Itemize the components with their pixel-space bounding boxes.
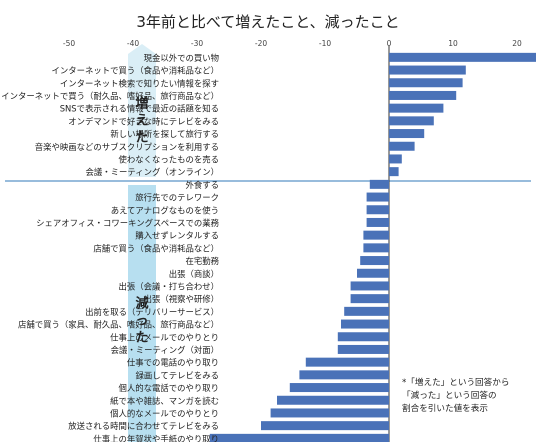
category-label: SNSで表示される情報で最近の話題を知る — [60, 104, 219, 114]
increase-group-label-char: 増 — [135, 96, 148, 112]
category-label: 旅行先でのテレワーク — [135, 193, 219, 203]
bar-increase — [389, 90, 457, 100]
category-label: 現金以外での買い物 — [144, 53, 219, 63]
increase-group-panel — [128, 44, 156, 177]
bar-decrease — [366, 205, 389, 215]
x-tick-label: 20 — [512, 39, 522, 48]
bar-increase — [389, 52, 536, 62]
bar-increase — [389, 141, 415, 151]
x-tick-label: -20 — [255, 39, 267, 48]
bar-increase — [389, 129, 425, 139]
category-label: 店舗で買う（食品や消耗品など） — [93, 243, 219, 253]
category-label: 使わなくなったものを売る — [119, 154, 220, 164]
category-label: 外食する — [186, 180, 220, 190]
category-label: 出張（商談） — [169, 269, 219, 279]
bar-decrease — [209, 433, 389, 443]
bar-increase — [389, 65, 466, 75]
category-label: 放送される時間に合わせてテレビをみる — [68, 421, 219, 431]
category-label: 購入せずレンタルする — [135, 231, 219, 241]
bar-decrease — [357, 268, 389, 278]
category-label: 新しい場所を探して旅行する — [110, 129, 219, 139]
category-label: 録画してテレビをみる — [136, 370, 220, 380]
x-tick-label: -10 — [319, 39, 331, 48]
decrease-group-label: 減った — [135, 296, 148, 346]
bar-increase — [389, 167, 399, 177]
increase-group-label: 増えた — [135, 96, 148, 146]
bar-increase — [389, 103, 444, 113]
bar-decrease — [305, 357, 389, 367]
category-label: インターネット検索で知りたい情報を探す — [60, 78, 219, 88]
category-label: 仕事上のメールでのやりとり — [110, 332, 219, 342]
bar-decrease — [369, 179, 389, 189]
category-label: 個人的なメールでのやりとり — [110, 408, 219, 418]
category-label: 出張（会議・打ち合わせ） — [119, 281, 220, 291]
x-tick-label: -50 — [63, 39, 75, 48]
x-tick-label: -30 — [191, 39, 203, 48]
category-label: 出張（視察や研修） — [144, 294, 219, 304]
chart-title: 3年前と比べて増えたこと、減ったこと — [136, 13, 399, 31]
bar-increase — [389, 116, 434, 126]
bar-decrease — [261, 421, 389, 431]
bar-decrease — [289, 383, 389, 393]
category-label: 仕事上の年賀状や手紙のやり取り — [93, 434, 219, 442]
increase-group-label-char: え — [135, 114, 148, 129]
x-tick-label: -40 — [127, 39, 139, 48]
category-label: 個人的な電話でのやり取り — [119, 383, 220, 393]
category-label: 在宅勤務 — [186, 256, 220, 266]
bar-decrease — [350, 294, 389, 304]
bar-decrease — [350, 281, 389, 291]
bar-decrease — [277, 395, 389, 405]
category-label: 店舗で買う（家具、耐久品、嗜好品、旅行商品など） — [18, 320, 219, 330]
category-label: オンデマンドで好きな時にテレビをみる — [68, 116, 219, 126]
category-label: 仕事での電話のやり取り — [127, 358, 219, 368]
category-label: 音楽や映画などのサブスクリプションを利用する — [35, 142, 219, 152]
category-label: 出前を取る（デリバリーサービス） — [85, 307, 219, 317]
bar-decrease — [344, 306, 389, 316]
x-tick-label: 0 — [387, 39, 392, 48]
x-tick-label: 10 — [448, 39, 458, 48]
bar-decrease — [366, 217, 389, 227]
decrease-group-label-char: 減 — [135, 296, 148, 312]
bar-decrease — [363, 243, 389, 253]
category-label: インターネットで買う（耐久品、嗜好品、旅行商品など） — [1, 91, 219, 101]
footnote-line: 割合を引いた値を表示 — [402, 402, 488, 414]
category-label: あえてアナログなものを使う — [111, 205, 219, 215]
bar-increase — [389, 154, 402, 164]
bar-increase — [389, 78, 463, 88]
category-label: 紙で本や雑誌、マンガを読む — [110, 396, 219, 406]
bar-decrease — [270, 408, 389, 418]
decrease-group-label-char: た — [135, 331, 148, 346]
bar-decrease — [337, 344, 389, 354]
footnote-line: 「減った」という回答の — [402, 389, 497, 401]
category-label: インターネットで買う（食品や消耗品など） — [52, 66, 220, 76]
category-label: シェアオフィス・コワーキングスペースでの業務 — [36, 218, 219, 228]
bar-decrease — [366, 192, 389, 202]
increase-group-label-char: た — [135, 131, 148, 146]
decrease-group-panel — [128, 185, 156, 446]
decrease-group-label-char: っ — [135, 314, 148, 329]
bar-decrease — [360, 256, 389, 266]
bar-decrease — [363, 230, 389, 240]
bar-decrease — [341, 319, 389, 329]
category-label: 会議・ミーティング（対面） — [111, 345, 219, 355]
bar-decrease — [299, 370, 389, 380]
footnote-line: *「増えた」という回答から — [402, 376, 509, 388]
category-label: 会議・ミーティング（オンライン） — [86, 167, 220, 177]
bar-decrease — [337, 332, 389, 342]
